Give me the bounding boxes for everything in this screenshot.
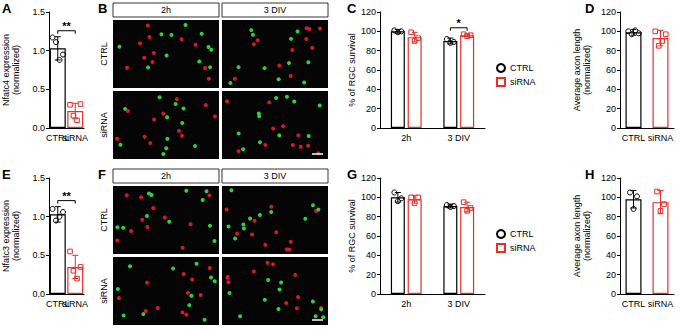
svg-text:% of RGC survival: % of RGC survival <box>347 199 357 273</box>
svg-text:B: B <box>98 1 107 16</box>
svg-text:A: A <box>2 1 12 16</box>
svg-text:100: 100 <box>361 26 376 36</box>
svg-text:3 DIV: 3 DIV <box>264 5 287 15</box>
svg-text:(normalized): (normalized) <box>582 211 592 261</box>
svg-text:E: E <box>2 167 11 182</box>
svg-text:40: 40 <box>606 250 616 260</box>
svg-text:3 DIV: 3 DIV <box>447 133 470 143</box>
svg-text:CTRL: CTRL <box>46 298 70 309</box>
svg-text:0.5: 0.5 <box>32 250 45 260</box>
svg-text:Average axon length: Average axon length <box>572 195 582 277</box>
svg-text:20: 20 <box>606 270 616 280</box>
svg-text:3 DIV: 3 DIV <box>447 299 470 309</box>
svg-text:1.0: 1.0 <box>32 46 45 56</box>
svg-text:F: F <box>98 167 106 182</box>
svg-text:40: 40 <box>366 250 376 260</box>
svg-text:siRNA: siRNA <box>510 243 536 253</box>
svg-text:CTRL: CTRL <box>99 208 109 232</box>
svg-text:(normalized): (normalized) <box>582 45 592 95</box>
svg-text:Average axon length: Average axon length <box>572 29 582 111</box>
svg-text:**: ** <box>62 20 71 32</box>
svg-text:60: 60 <box>366 65 376 75</box>
svg-text:40: 40 <box>366 84 376 94</box>
svg-text:1.5: 1.5 <box>32 173 45 183</box>
svg-text:siRNA: siRNA <box>648 299 674 309</box>
svg-text:40: 40 <box>606 84 616 94</box>
svg-text:Nfatc3 expression: Nfatc3 expression <box>1 200 11 272</box>
svg-text:CTRL: CTRL <box>510 229 534 239</box>
svg-text:100: 100 <box>601 26 616 36</box>
svg-text:siRNA: siRNA <box>648 133 674 143</box>
svg-text:100: 100 <box>361 192 376 202</box>
svg-text:80: 80 <box>366 46 376 56</box>
svg-text:20: 20 <box>366 104 376 114</box>
svg-text:CTRL: CTRL <box>99 42 109 66</box>
svg-text:C: C <box>347 1 357 16</box>
svg-text:100: 100 <box>601 192 616 202</box>
svg-text:Nfatc4 expression: Nfatc4 expression <box>1 34 11 106</box>
svg-text:siRNA: siRNA <box>510 77 536 87</box>
svg-text:120: 120 <box>601 7 616 17</box>
svg-text:20: 20 <box>606 104 616 114</box>
svg-text:20: 20 <box>366 270 376 280</box>
svg-text:G: G <box>347 167 357 182</box>
svg-text:3 DIV: 3 DIV <box>264 171 287 181</box>
svg-text:120: 120 <box>361 7 376 17</box>
svg-text:1.0: 1.0 <box>32 212 45 222</box>
svg-text:80: 80 <box>606 212 616 222</box>
svg-text:1.5: 1.5 <box>32 7 45 17</box>
svg-text:60: 60 <box>606 65 616 75</box>
svg-text:2h: 2h <box>161 5 171 15</box>
svg-text:0.0: 0.0 <box>32 123 45 133</box>
svg-text:D: D <box>585 1 594 16</box>
svg-text:0: 0 <box>611 123 616 133</box>
svg-text:siRNA: siRNA <box>62 299 88 309</box>
svg-text:0: 0 <box>371 123 376 133</box>
svg-text:(normalized): (normalized) <box>11 45 21 95</box>
svg-text:2h: 2h <box>401 133 411 143</box>
svg-text:H: H <box>585 167 594 182</box>
svg-text:siRNA: siRNA <box>62 133 88 143</box>
svg-text:80: 80 <box>606 46 616 56</box>
svg-text:0: 0 <box>371 289 376 299</box>
svg-text:60: 60 <box>366 231 376 241</box>
svg-text:80: 80 <box>366 212 376 222</box>
svg-text:2h: 2h <box>161 171 171 181</box>
svg-text:CTRL: CTRL <box>622 299 646 309</box>
svg-text:**: ** <box>62 190 71 202</box>
svg-text:60: 60 <box>606 231 616 241</box>
svg-text:CTRL: CTRL <box>510 63 534 73</box>
svg-text:CTRL: CTRL <box>622 133 646 143</box>
svg-text:(normalized): (normalized) <box>11 211 21 261</box>
svg-text:120: 120 <box>361 173 376 183</box>
svg-text:0.0: 0.0 <box>32 289 45 299</box>
svg-text:120: 120 <box>601 173 616 183</box>
svg-text:siRNA: siRNA <box>99 278 109 304</box>
svg-text:*: * <box>457 17 462 29</box>
svg-text:0: 0 <box>611 289 616 299</box>
svg-text:2h: 2h <box>401 299 411 309</box>
svg-text:CTRL: CTRL <box>46 132 70 143</box>
svg-text:0.5: 0.5 <box>32 84 45 94</box>
svg-text:% of RGC survival: % of RGC survival <box>347 33 357 107</box>
svg-text:siRNA: siRNA <box>99 112 109 138</box>
